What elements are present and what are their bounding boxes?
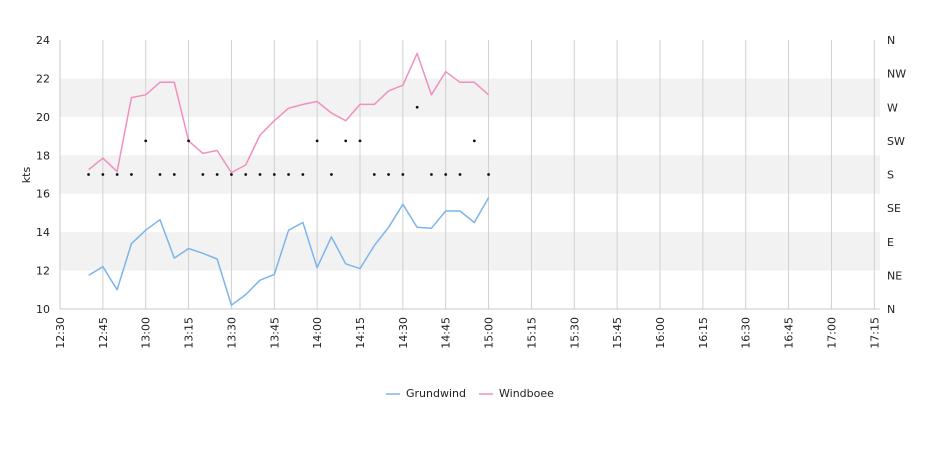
x-tick-label: 13:00	[140, 317, 153, 349]
direction-dot	[401, 173, 405, 176]
x-tick-label: 14:45	[440, 317, 453, 349]
direction-dot	[272, 173, 276, 176]
legend[interactable]: Grundwind Windboee	[386, 387, 554, 400]
plot-axes	[59, 40, 880, 310]
y-tick-label: 10	[36, 303, 50, 316]
direction-dot	[444, 173, 448, 176]
direction-dot	[330, 173, 333, 176]
x-tick-label: 15:45	[611, 317, 624, 349]
direction-dot	[287, 173, 290, 176]
y-tick-label: 24	[36, 34, 50, 47]
direction-dot	[172, 173, 176, 176]
direction-dot	[244, 173, 248, 176]
plot-band	[60, 78, 880, 117]
direction-dot	[344, 139, 348, 143]
direction-tick-label: N	[887, 303, 895, 316]
y-tick-label: 14	[36, 226, 50, 239]
direction-dot	[487, 173, 490, 176]
direction-dot	[358, 139, 362, 143]
direction-dot	[258, 173, 262, 176]
direction-dot	[458, 173, 462, 176]
x-tick-label: 12:30	[54, 317, 67, 349]
x-tick-label: 14:30	[397, 317, 410, 349]
x-tick-label: 13:45	[268, 317, 281, 349]
direction-tick-label: NE	[887, 269, 902, 282]
x-tick-label: 14:00	[311, 317, 324, 349]
plot-bands	[60, 78, 880, 271]
x-tick-label: 16:30	[740, 317, 753, 349]
direction-dot	[187, 139, 190, 143]
direction-dot	[301, 173, 305, 176]
y-tick-label: 18	[36, 149, 50, 162]
direction-axis-ticks: N NE E SE S SW W NW N	[887, 34, 906, 316]
y-axis-label: kts	[20, 167, 33, 184]
y-tick-label: 16	[36, 188, 50, 201]
x-tick-label: 16:15	[697, 317, 710, 349]
direction-tick-label: N	[887, 34, 895, 47]
direction-tick-label: W	[887, 101, 898, 114]
y-tick-label: 22	[36, 72, 50, 85]
x-tick-label: 15:00	[483, 317, 496, 349]
y-tick-label: 20	[36, 111, 50, 124]
x-tick-label: 13:15	[183, 317, 196, 349]
direction-dots	[87, 105, 490, 176]
series-lines	[88, 52, 490, 306]
x-tick-label: 16:45	[783, 317, 796, 349]
series-line-grundwind	[88, 197, 490, 306]
x-tick-label: 15:30	[568, 317, 581, 349]
x-tick-label: 15:15	[525, 317, 538, 349]
direction-dot	[315, 139, 319, 143]
y-tick-label: 12	[36, 265, 50, 278]
direction-dot	[230, 173, 233, 176]
series-line-windboee	[88, 52, 490, 174]
direction-tick-label: SE	[887, 202, 901, 215]
direction-tick-label: E	[887, 236, 894, 249]
direction-dot	[372, 173, 376, 176]
direction-dot	[130, 173, 133, 176]
y-axis-ticks: 10 12 14 16 18 20 22 24	[36, 34, 50, 316]
x-tick-label: 14:15	[354, 317, 367, 349]
x-tick-label: 16:00	[654, 317, 667, 349]
direction-tick-label: NW	[887, 68, 906, 81]
legend-label-grundwind: Grundwind	[406, 387, 466, 400]
direction-dot	[430, 173, 433, 176]
direction-dot	[215, 173, 219, 176]
x-tick-label: 13:30	[225, 317, 238, 349]
direction-tick-label: S	[887, 169, 894, 182]
direction-dot	[201, 173, 205, 176]
direction-dot	[472, 139, 476, 143]
direction-tick-label: SW	[887, 135, 905, 148]
legend-label-windboee: Windboee	[499, 387, 554, 400]
x-tick-label: 12:45	[97, 317, 110, 349]
x-tick-label: 17:00	[825, 317, 838, 349]
direction-dot	[101, 173, 105, 176]
x-tick-label: 17:15	[868, 317, 881, 349]
direction-dot	[87, 173, 90, 176]
plot-band	[60, 155, 880, 194]
direction-dot	[115, 173, 119, 176]
direction-dot	[158, 173, 162, 176]
direction-dot	[387, 173, 390, 176]
direction-dot	[144, 139, 148, 143]
x-axis-ticks: 12:30 12:45 13:00 13:15 13:30 13:45 14:00 14:15…	[54, 317, 881, 349]
direction-dot	[415, 105, 419, 109]
